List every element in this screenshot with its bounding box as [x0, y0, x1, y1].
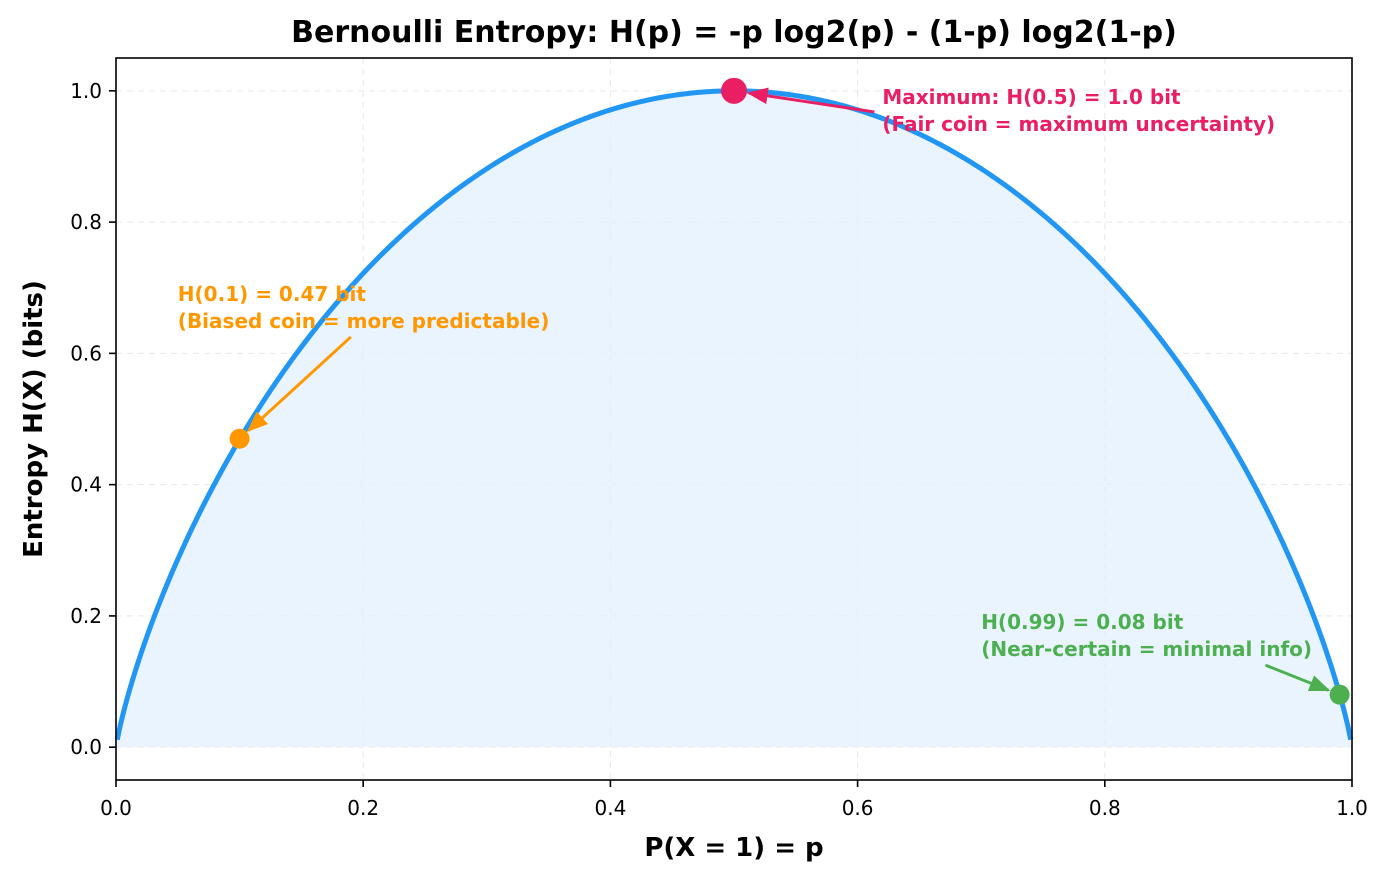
plot-frame	[115, 57, 1353, 781]
y-axis-label: Entropy H(X) (bits)	[19, 280, 49, 558]
annotation-point-near-certain	[1329, 684, 1350, 705]
y-tick-label-3: 0.6	[70, 341, 102, 365]
annotation-text-max-1: (Fair coin = maximum uncertainty)	[882, 112, 1275, 136]
x-tick-label-5: 1.0	[1336, 796, 1368, 820]
x-tick-label-0: 0.0	[100, 796, 132, 820]
annotation-text-biased-1: (Biased coin = more predictable)	[178, 309, 550, 333]
y-tick-label-1: 0.2	[70, 604, 102, 628]
y-tick-label-2: 0.4	[70, 473, 102, 497]
x-tick-label-3: 0.6	[842, 796, 874, 820]
annotation-text-near-certain-0: H(0.99) = 0.08 bit	[981, 610, 1184, 634]
y-tick-label-0: 0.0	[70, 735, 102, 759]
x-tick-label-1: 0.2	[347, 796, 379, 820]
annotation-point-biased	[229, 428, 250, 449]
x-tick-label-4: 0.8	[1089, 796, 1121, 820]
annotation-arrow-biased	[246, 335, 352, 433]
y-axis-ticks: 0.0 0.2 0.4 0.6 0.8 1.0	[70, 79, 116, 759]
x-tick-label-2: 0.4	[594, 796, 626, 820]
x-axis-label: P(X = 1) = p	[644, 833, 823, 863]
y-tick-label-4: 0.8	[70, 210, 102, 234]
chart-title: Bernoulli Entropy: H(p) = -p log2(p) - (…	[291, 15, 1177, 50]
y-tick-label-5: 1.0	[70, 79, 102, 103]
entropy-area-fill	[117, 90, 1351, 748]
annotation-text-max-0: Maximum: H(0.5) = 1.0 bit	[882, 85, 1181, 109]
annotations: Maximum: H(0.5) = 1.0 bit (Fair coin = ma…	[178, 77, 1350, 705]
x-axis-ticks: 0.0 0.2 0.4 0.6 0.8 1.0	[100, 780, 1368, 820]
annotation-text-near-certain-1: (Near-certain = minimal info)	[981, 637, 1312, 661]
annotation-arrow-near-certain	[1264, 663, 1331, 692]
annotation-text-biased-0: H(0.1) = 0.47 bit	[178, 282, 367, 306]
annotation-arrow-max	[746, 87, 875, 114]
annotation-point-max	[721, 77, 747, 104]
